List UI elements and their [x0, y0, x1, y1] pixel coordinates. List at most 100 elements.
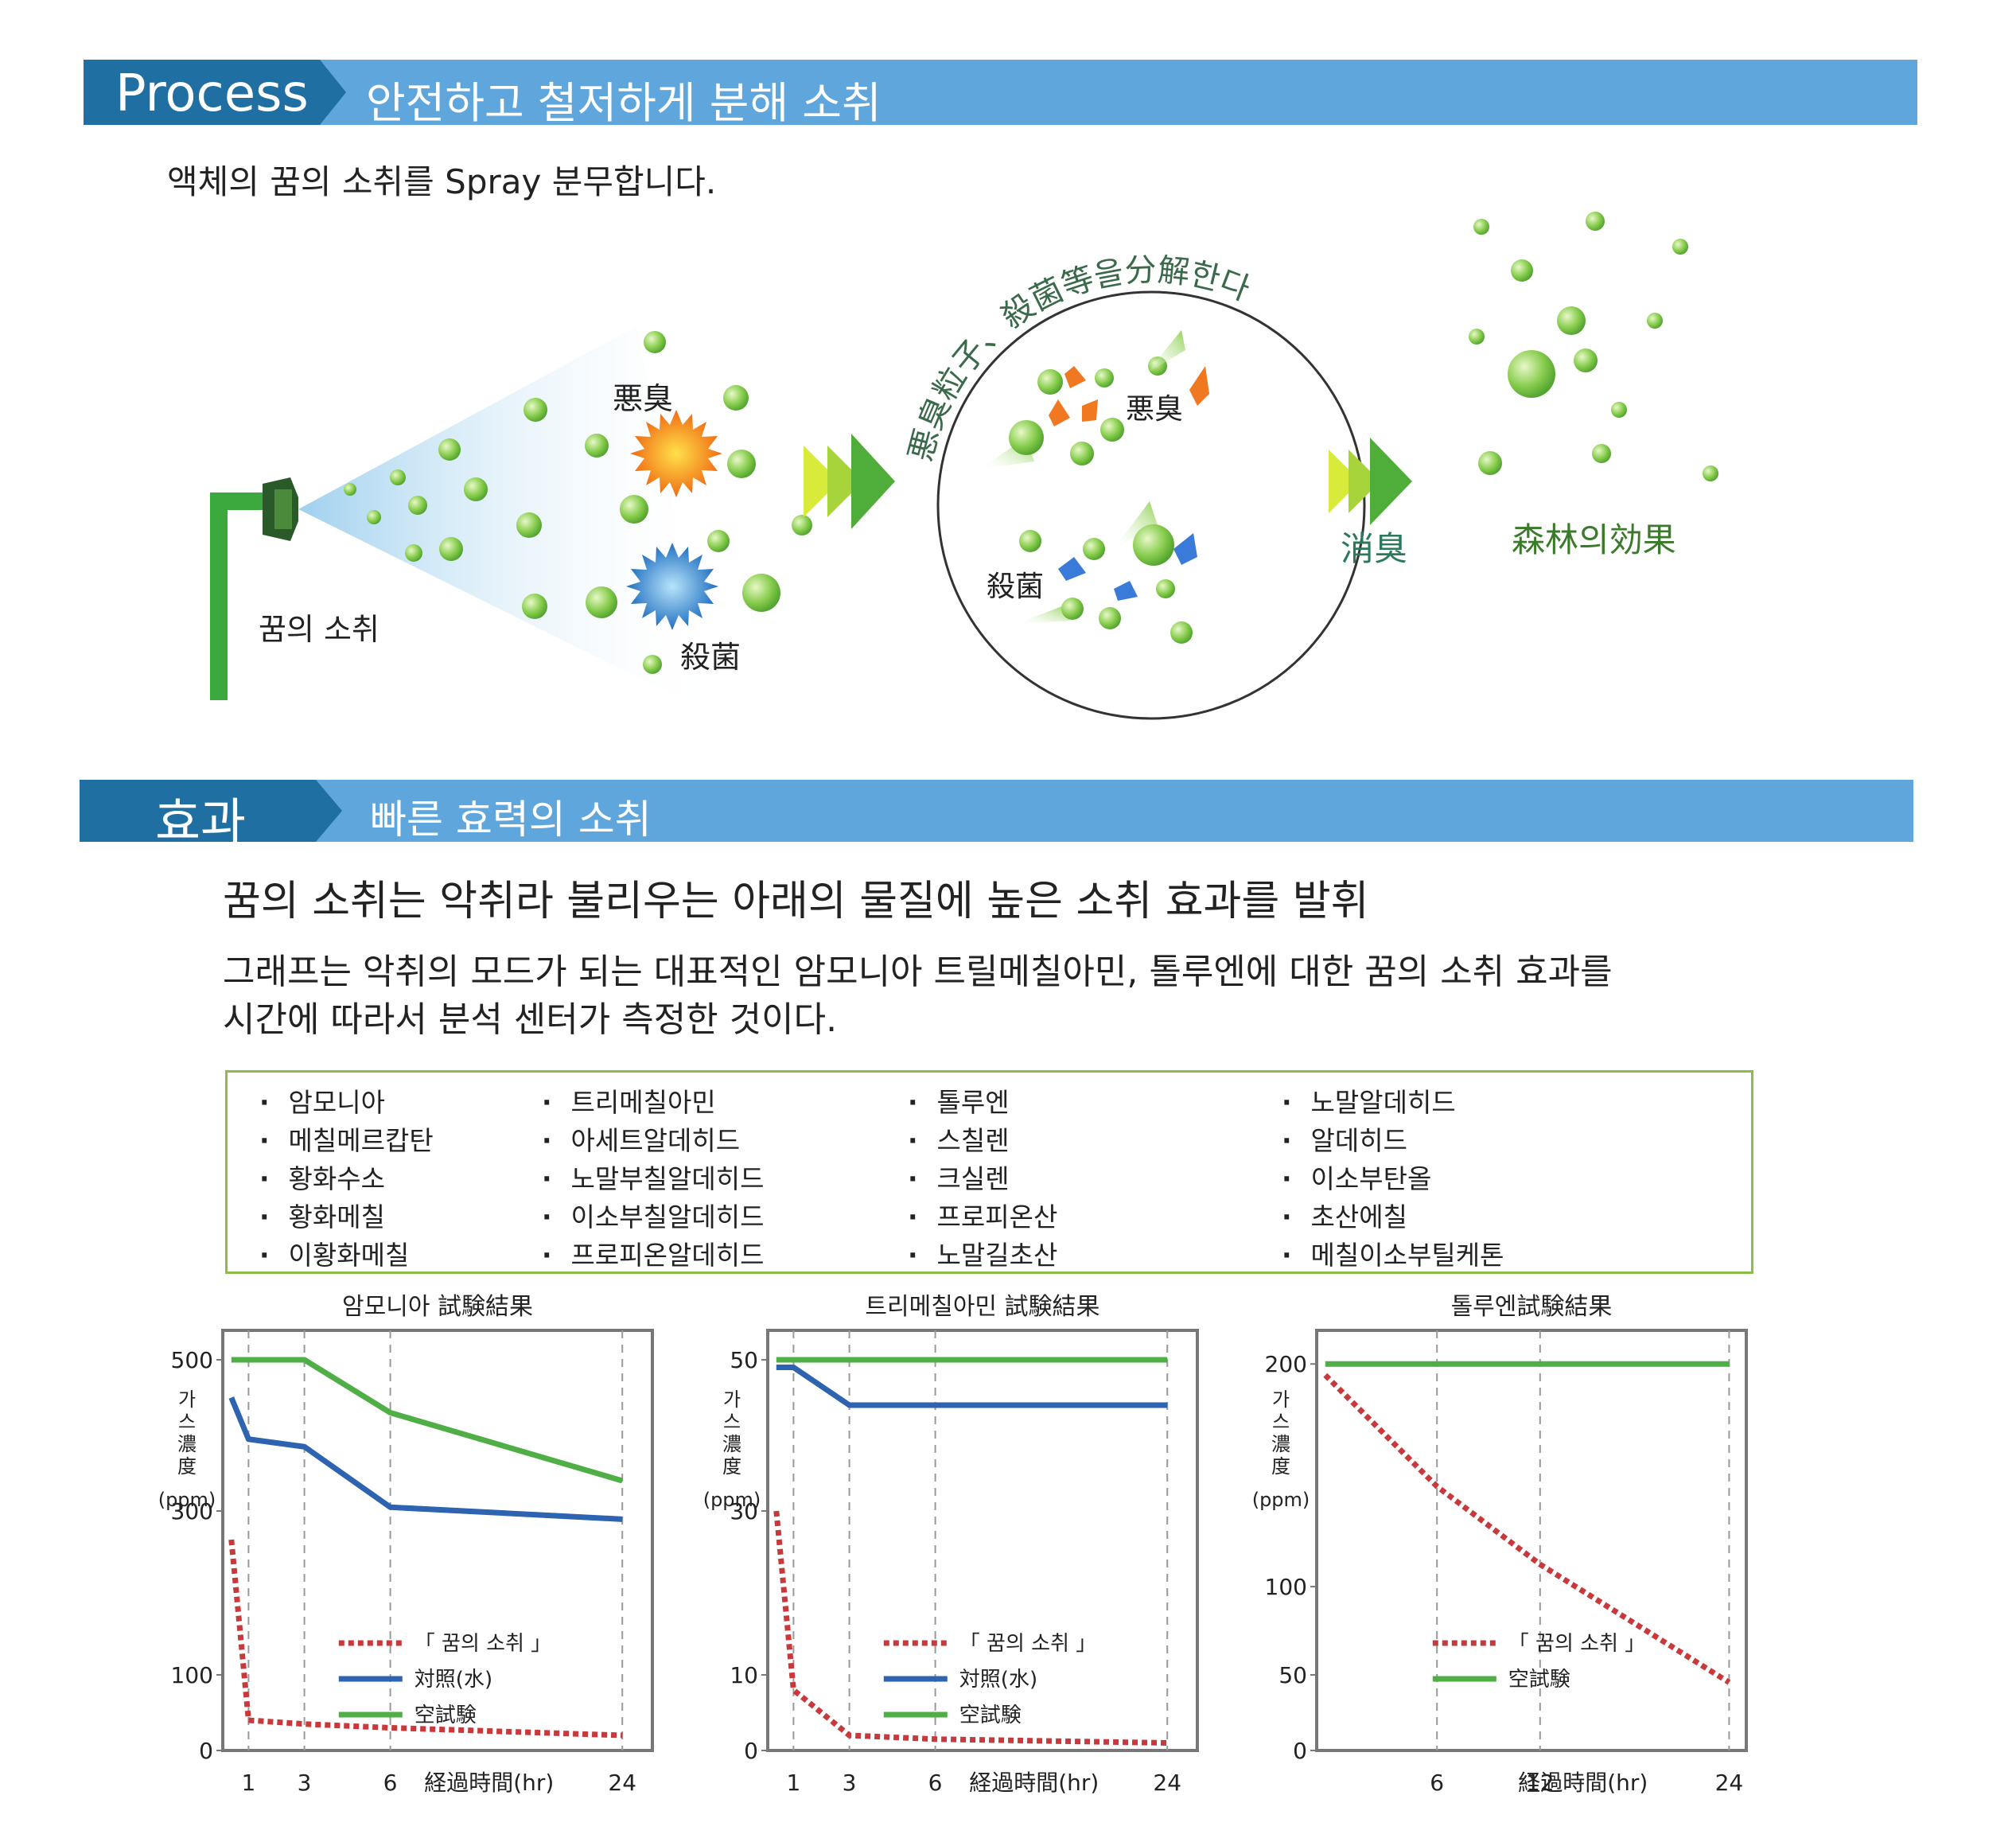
substance-item: 황화메칠 [259, 1198, 434, 1236]
substance-item: 메칠이소부틸케톤 [1282, 1236, 1504, 1275]
y-tick-label: 30 [730, 1498, 758, 1525]
deodorize-label: 消臭 [1341, 529, 1408, 568]
y-tick-label: 500 [171, 1347, 213, 1373]
process-subtitle: 안전하고 철저하게 분해 소취 [366, 78, 882, 128]
substance-item: 트리메칠아민 [542, 1084, 764, 1122]
legend-label: 「 꿈의 소취 」 [1508, 1632, 1645, 1656]
legend-label: 対照(水) [959, 1668, 1037, 1692]
chart-frame [766, 1329, 1199, 1752]
series-line [228, 1396, 623, 1522]
odor-label: 悪臭 [613, 381, 674, 416]
spray-cone [298, 326, 716, 716]
arc-label: 悪臭粒子、殺菌等을分解한다 [902, 251, 1255, 465]
effect-headline: 꿈의 소취는 악취라 불리우는 아래의 물질에 높은 소취 효과를 발휘 [223, 878, 1369, 925]
forest-bubbles [1469, 212, 1718, 481]
x-tick-label: 1 [241, 1770, 255, 1796]
substance-column-3: 톨루엔 스칠렌 크실렌 프로피온산 노말길초산 [908, 1084, 1058, 1275]
arrow-icon-1 [804, 434, 895, 529]
substance-item: 메칠메르캅탄 [259, 1122, 434, 1160]
odor-particle-icon [630, 410, 722, 497]
y-tick-label: 10 [730, 1662, 758, 1688]
substance-item: 프로피온알데히드 [542, 1236, 765, 1275]
x-tick-label: 24 [608, 1770, 636, 1796]
substance-column-4: 노말알데히드 알데히드 이소부탄올 초산에칠 메칠이소부틸케톤 [1282, 1084, 1504, 1275]
chart-frame [1315, 1329, 1748, 1752]
x-tick-label: 12 [1526, 1770, 1555, 1796]
x-tick-label: 6 [1430, 1770, 1444, 1796]
chart-title: 톨루엔試験結果 [1451, 1293, 1613, 1321]
substance-item: 이소부탄올 [1282, 1160, 1504, 1198]
substance-column-2: 트리메칠아민 아세트알데히드 노말부칠알데히드 이소부칠알데히드 프로피온알데히… [542, 1084, 765, 1275]
substance-column-1: 암모니아 메칠메르캅탄 황화수소 황화메칠 이황화메칠 [259, 1084, 434, 1275]
x-axis-label: 経過時間(hr) [424, 1770, 554, 1796]
x-tick-label: 24 [1153, 1770, 1181, 1796]
chart-frame [221, 1329, 654, 1752]
x-tick-label: 3 [298, 1770, 312, 1796]
substance-item: 암모니아 [259, 1084, 434, 1122]
x-tick-label: 6 [383, 1770, 398, 1796]
substance-item: 노말길초산 [908, 1236, 1058, 1275]
substance-item: 프로피온산 [908, 1198, 1058, 1236]
chart-trimethylamine: 트리메칠아민 試験結果 1 3 6 24 経過時間(hr) 0 10 30 50 가 스 濃度(ppm)… [703, 1293, 1199, 1796]
decomposition-circle [936, 290, 1366, 720]
x-axis-label: 経過時間(hr) [969, 1770, 1099, 1796]
odor-in-circle-label: 悪臭 [1126, 393, 1184, 426]
legend-label: 対照(水) [414, 1668, 492, 1692]
effect-subtitle: 빠른 효력의 소취 [370, 796, 652, 843]
substance-item: 황화수소 [259, 1160, 434, 1198]
chart-ammonia: 암모니아 試験結果 1 3 6 24 経過時間(hr) 0 100 300 500 가 스 濃度(ppm… [158, 1293, 654, 1796]
effect-title: 효과 [155, 792, 247, 851]
process-header-dark-tab [84, 60, 346, 125]
y-tick-label: 0 [199, 1738, 213, 1764]
y-tick-label: 50 [730, 1347, 758, 1373]
chart-toluene: 톨루엔試験結果 6 12 24 経過時間(hr) 0 50 100 200 가 스 濃度(ppm) 「 … [1252, 1293, 1748, 1796]
spray-nozzle-icon [210, 477, 298, 700]
x-tick-label: 1 [786, 1770, 800, 1796]
effect-header-bar: 효과 빠른 효력의 소취 [80, 780, 1913, 851]
y-axis-label: 가 스 濃度(ppm) [1252, 1388, 1310, 1511]
effect-body-line1: 그래프는 악취의 모드가 되는 대표적인 암모니아 트릴메칠아민, 톨루엔에 대… [223, 952, 1613, 992]
y-tick-label: 50 [1278, 1662, 1307, 1688]
substance-item: 톨루엔 [908, 1084, 1057, 1122]
sterilize-in-circle-label: 殺菌 [987, 570, 1045, 603]
series-line [231, 1357, 624, 1484]
sterilize-label: 殺菌 [680, 640, 741, 675]
substance-item: 노말알데히드 [1282, 1084, 1504, 1122]
legend-label: 「 꿈의 소취 」 [414, 1632, 551, 1656]
process-header-bar: Process 안전하고 철저하게 분해 소취 [84, 60, 1917, 128]
chart-title: 암모니아 試験結果 [342, 1293, 533, 1321]
substance-item: 크실렌 [908, 1160, 1057, 1198]
y-tick-label: 300 [171, 1498, 213, 1525]
y-axis-label: 가 스 濃度(ppm) [703, 1388, 761, 1511]
substance-item: 노말부칠알데히드 [542, 1160, 765, 1198]
y-tick-label: 0 [744, 1738, 758, 1764]
y-tick-label: 200 [1265, 1351, 1307, 1377]
nozzle-label: 꿈의 소취 [259, 612, 379, 647]
y-tick-label: 100 [1265, 1574, 1307, 1600]
legend-label: 空試験 [959, 1704, 1022, 1727]
substance-item: 초산에칠 [1282, 1198, 1504, 1236]
x-tick-label: 24 [1715, 1770, 1744, 1796]
legend-label: 「 꿈의 소취 」 [959, 1632, 1096, 1656]
circle-particles [979, 330, 1209, 644]
legend-label: 空試験 [1508, 1668, 1570, 1692]
process-title: Process [115, 64, 309, 123]
substance-item: 이소부칠알데히드 [542, 1198, 765, 1236]
series-line [776, 1364, 1168, 1408]
chart-title: 트리메칠아민 試験結果 [865, 1293, 1099, 1321]
y-tick-label: 100 [171, 1662, 213, 1688]
sterilize-particle-icon [626, 543, 718, 630]
series-line [1323, 1373, 1731, 1685]
substance-item: 이황화메칠 [259, 1236, 434, 1275]
process-diagram: 悪臭粒子、殺菌等을分解한다 [210, 212, 1718, 720]
legend-label: 空試験 [414, 1704, 477, 1727]
y-tick-label: 0 [1293, 1738, 1307, 1764]
forest-effect-label: 森林의効果 [1512, 520, 1676, 559]
substance-item: 알데히드 [1282, 1122, 1504, 1160]
substance-item: 아세트알데히드 [542, 1122, 764, 1160]
x-axis-label: 経過時間(hr) [1518, 1770, 1648, 1796]
effect-header-dark-tab [80, 780, 342, 842]
substance-list-box: 암모니아 메칠메르캅탄 황화수소 황화메칠 이황화메칠 트리메칠아민 아세트알데… [225, 1070, 1753, 1274]
effect-body-line2: 시간에 따라서 분석 센터가 측정한 것이다. [223, 999, 838, 1040]
arrow-icon-2 [1329, 438, 1412, 525]
